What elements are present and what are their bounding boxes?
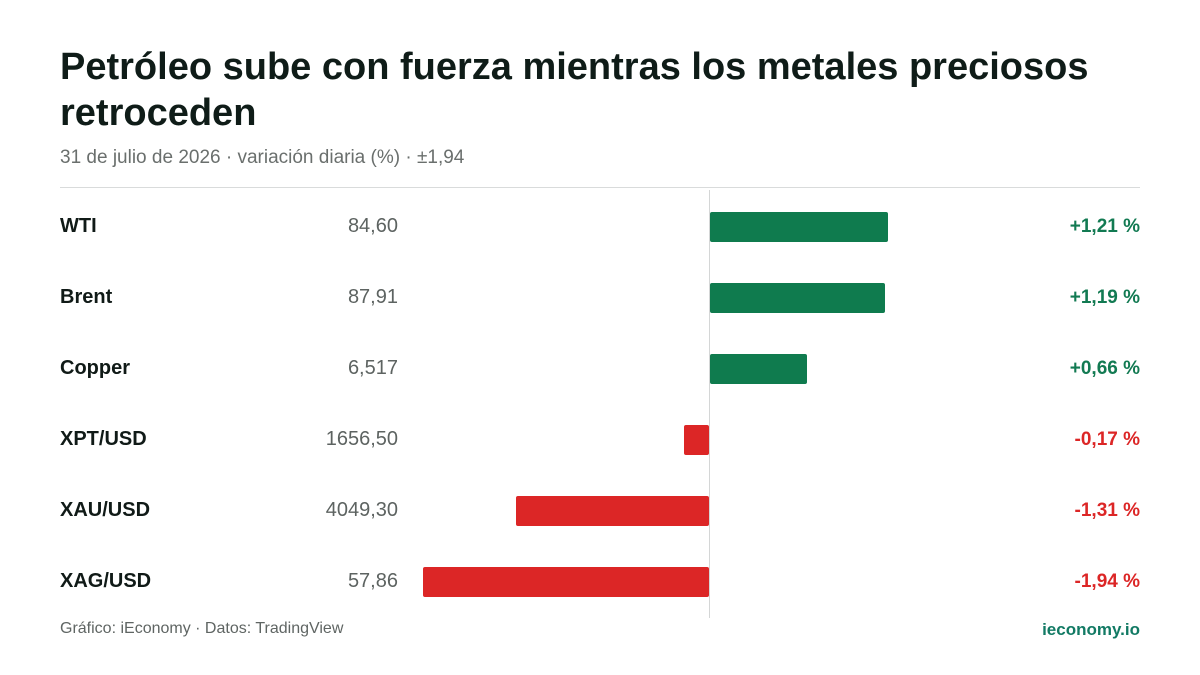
row-label: Brent — [60, 286, 113, 308]
bar-mark — [423, 567, 709, 597]
header-divider — [60, 187, 1140, 188]
chart-title: Petróleo sube con fuerza mientras los me… — [60, 46, 1089, 134]
bar-mark — [710, 354, 808, 384]
bar-row: Brent 87,91 +1,19 % — [0, 262, 1200, 333]
row-price: 84,60 — [347, 215, 398, 237]
zero-axis-line — [709, 190, 710, 618]
bar-row: XAG/USD 57,86 -1,94 % — [0, 546, 1200, 617]
row-label: XAU/USD — [60, 499, 151, 521]
row-label: Copper — [60, 357, 130, 379]
row-label: WTI — [60, 215, 97, 237]
value-label: +0,66 % — [1069, 358, 1140, 379]
brand-link[interactable]: ieconomy.io — [1042, 620, 1140, 639]
row-price: 6,517 — [347, 357, 398, 379]
row-price: 57,86 — [347, 570, 398, 592]
value-label: +1,19 % — [1069, 287, 1140, 308]
bar-row: XPT/USD 1656,50 -0,17 % — [0, 404, 1200, 475]
bar-mark — [710, 283, 886, 313]
bar-row: Copper 6,517 +0,66 % — [0, 333, 1200, 404]
value-label: +1,21 % — [1069, 216, 1140, 237]
bar-mark — [683, 425, 709, 455]
row-label: XAG/USD — [60, 570, 152, 592]
row-price: 87,91 — [347, 286, 398, 308]
row-price: 4049,30 — [325, 499, 398, 521]
bar-mark — [515, 496, 709, 526]
row-label: XPT/USD — [60, 428, 147, 450]
value-label: -0,17 % — [1074, 429, 1140, 450]
value-label: -1,94 % — [1074, 571, 1140, 592]
value-label: -1,31 % — [1074, 500, 1140, 521]
row-price: 1656,50 — [325, 428, 398, 450]
bar-row: XAU/USD 4049,30 -1,31 % — [0, 475, 1200, 546]
bar-row: WTI 84,60 +1,21 % — [0, 191, 1200, 262]
source-credit: Gráfico: iEconomy · Datos: TradingView — [60, 620, 344, 637]
bar-mark — [710, 212, 889, 242]
chart-subtitle: 31 de julio de 2026 · variación diaria (… — [60, 147, 465, 168]
